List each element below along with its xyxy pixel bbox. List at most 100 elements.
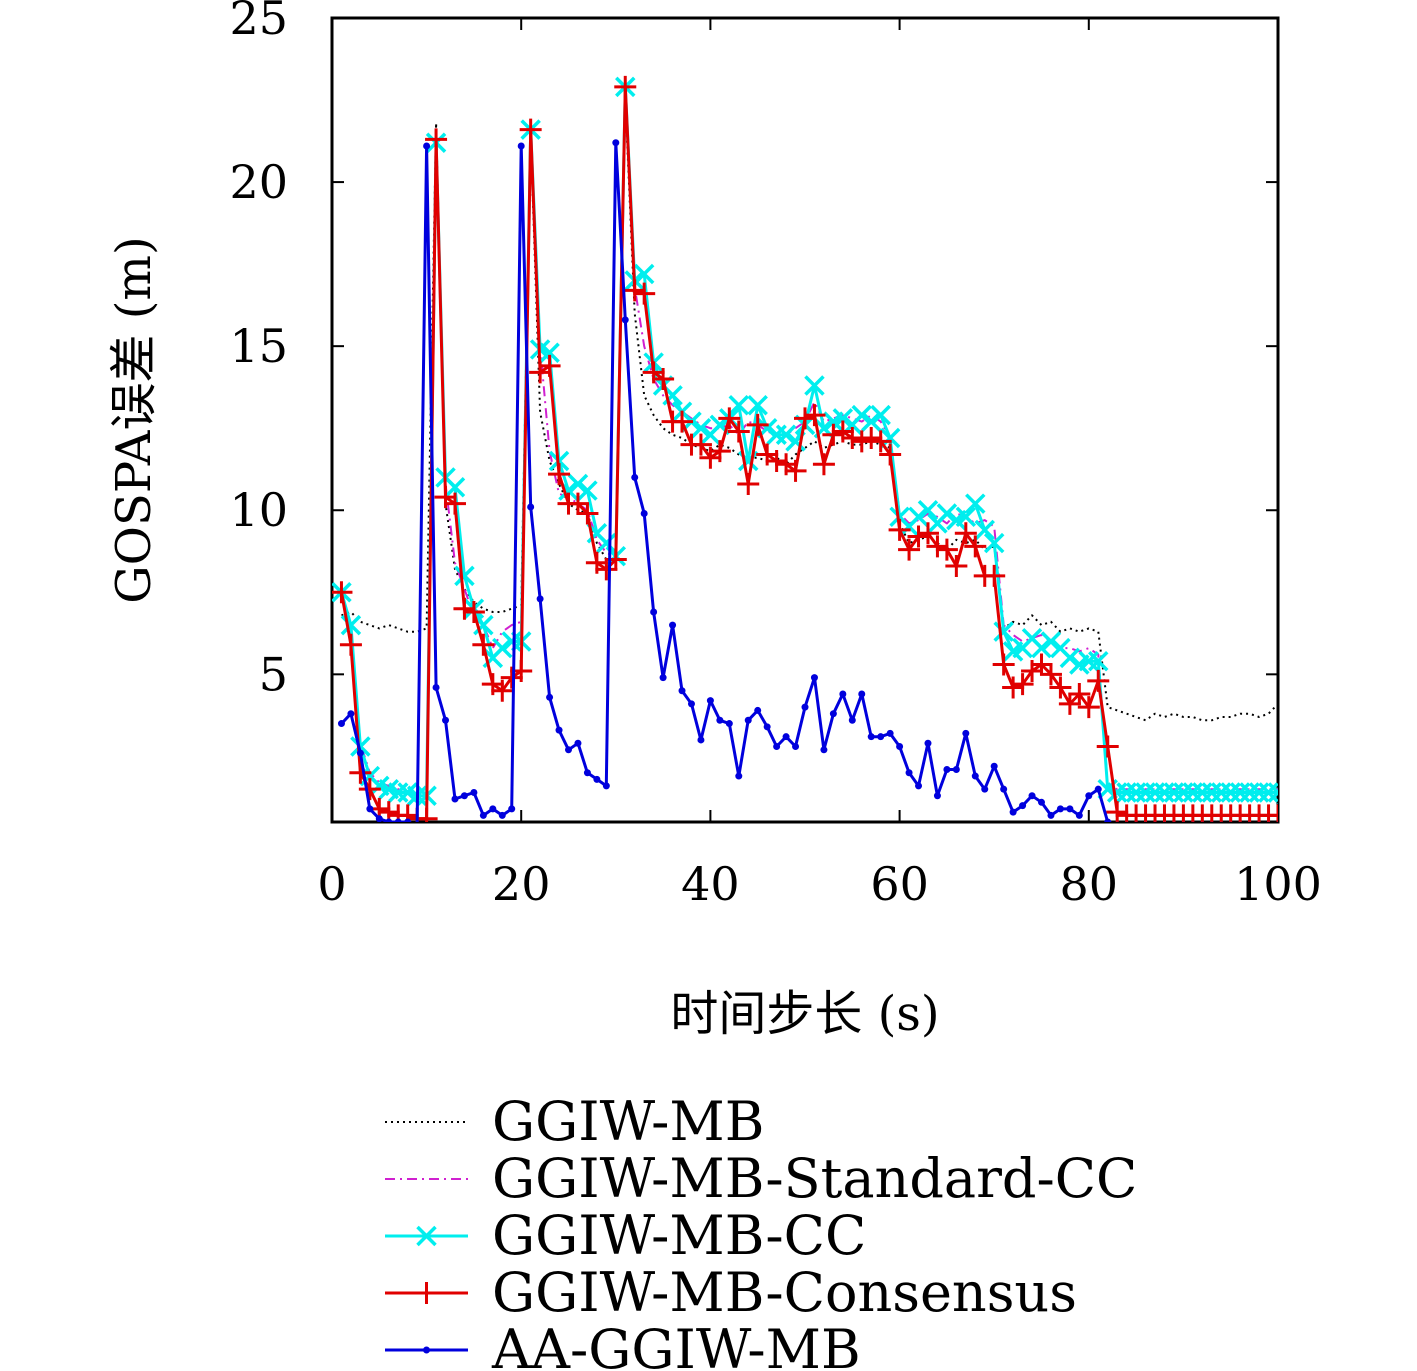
data-point [396,804,419,822]
data-point [614,75,637,98]
data-point [1154,782,1175,803]
data-point [952,765,960,773]
data-point [1267,782,1278,803]
data-point [867,733,875,741]
data-point [851,404,872,426]
data-point [1104,818,1112,822]
data-point [1163,821,1166,822]
x-tick-label: 20 [492,857,551,911]
data-point [992,653,1015,676]
data-point [443,492,466,515]
legend-item-ggiw-mb-standard-cc: GGIW-MB-Standard-CC [385,1147,1137,1210]
x-tick-label: 80 [1060,857,1119,911]
y-axis-title: GOSPA误差 (m) [106,236,162,603]
data-point [1201,821,1204,822]
data-point [737,472,760,495]
data-point [492,637,513,659]
series-ggiw-mb-cc [332,76,1278,806]
data-point [1047,811,1055,819]
data-point [454,565,475,587]
data-point [983,564,1006,587]
data-point [860,411,882,432]
data-point [1028,792,1036,800]
data-point [1011,673,1034,696]
data-point [1030,653,1053,676]
data-point [1248,782,1270,803]
data-point [678,687,686,695]
data-point [746,413,769,436]
data-point [1191,821,1195,822]
data-point [964,535,987,558]
data-point [1238,821,1242,822]
data-point [924,739,932,747]
data-point [1153,821,1157,822]
data-point [841,427,864,450]
data-point [1009,808,1017,816]
data-point [908,506,929,528]
data-point [870,404,891,426]
data-point [687,700,695,708]
data-point [669,621,677,629]
series-aa-ggiw-mb [337,139,1278,822]
data-point [366,805,374,813]
data-point [993,621,1014,642]
data-point [747,394,768,416]
legend-marker [423,1346,430,1354]
data-point [375,815,383,822]
data-point [943,765,951,773]
data-point [602,782,610,790]
data-point [1267,821,1270,822]
data-point [718,407,741,430]
data-point [954,522,977,545]
data-point [356,749,364,757]
y-tick-label: 25 [229,0,288,45]
data-point [1087,669,1110,692]
data-point [1056,805,1064,813]
data-point [527,503,535,511]
data-point [1267,804,1278,822]
data-point [727,420,750,443]
data-point [1135,782,1156,803]
legend-label: AA-GGIW-MB [491,1318,861,1371]
data-point [877,733,885,741]
data-point [936,503,958,524]
data-point [971,772,979,780]
data-point [1192,782,1213,803]
data-point [1068,683,1091,706]
data-point [708,440,731,463]
data-point [775,424,797,446]
data-point [1229,782,1251,803]
data-point [935,538,958,561]
data-point [810,674,818,682]
data-point [1019,802,1027,810]
data-point [812,453,835,476]
series-layer [332,75,1278,822]
y-tick-label: 20 [229,155,288,209]
data-point [765,450,788,473]
data-point [404,818,412,822]
data-point [576,502,599,525]
data-point [394,818,402,822]
data-point [548,463,571,486]
data-point [539,342,560,363]
data-point [650,608,658,616]
data-point [839,690,847,698]
data-point [652,367,675,390]
data-point [706,697,714,705]
data-point [671,410,694,433]
data-point [689,433,712,456]
data-point [784,459,807,482]
data-point [801,703,809,711]
legend-item-ggiw-mb-consensus: GGIW-MB-Consensus [385,1261,1077,1324]
data-point [491,679,514,702]
data-point [1106,782,1128,803]
data-point [1144,821,1147,822]
data-point [860,427,883,450]
data-point [716,716,724,724]
data-point [803,404,826,427]
data-point [850,430,873,453]
y-tick-label: 5 [259,647,288,701]
legend-label: GGIW-MB-CC [492,1204,866,1267]
x-tick-label: 40 [681,857,740,911]
